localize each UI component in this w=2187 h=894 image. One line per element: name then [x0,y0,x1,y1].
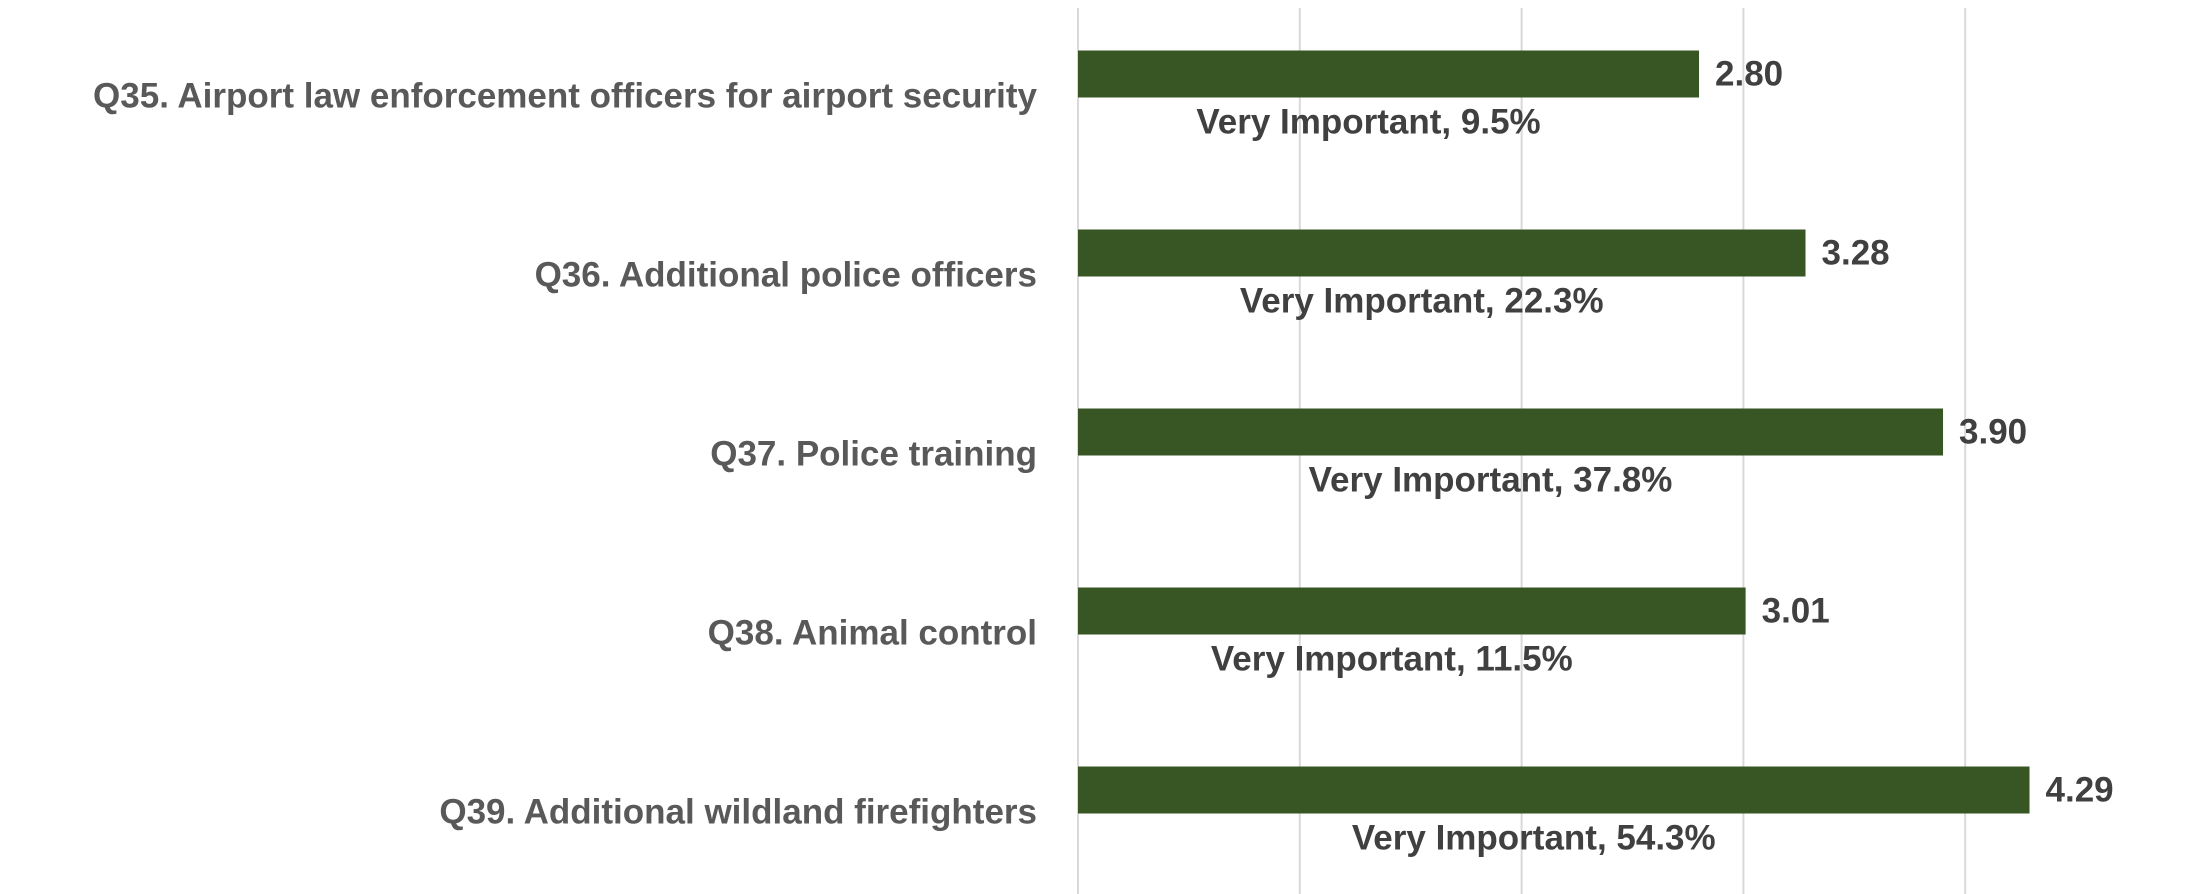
bar [1078,766,2030,814]
value-label: 3.01 [1762,591,1830,630]
category-label: Q39. Additional wildland firefighters [439,792,1037,831]
category-label: Q35. Airport law enforcement officers fo… [93,76,1037,115]
category-label: Q37. Police training [710,434,1037,473]
annotation: Very Important, 37.8% [1309,460,1673,499]
bar [1078,408,1944,456]
annotation: Very Important, 11.5% [1211,639,1573,678]
category-label: Q38. Animal control [708,613,1037,652]
value-label: 3.90 [1959,412,2027,451]
annotation: Very Important, 9.5% [1196,102,1540,141]
annotation: Very Important, 22.3% [1240,281,1604,320]
bar [1078,587,1746,635]
value-label: 2.80 [1715,54,1783,93]
annotation: Very Important, 54.3% [1352,818,1716,857]
category-label: Q36. Additional police officers [535,255,1037,294]
value-label: 4.29 [2046,770,2114,809]
bar [1078,50,1700,98]
value-label: 3.28 [1822,233,1890,272]
bar [1078,229,1806,277]
